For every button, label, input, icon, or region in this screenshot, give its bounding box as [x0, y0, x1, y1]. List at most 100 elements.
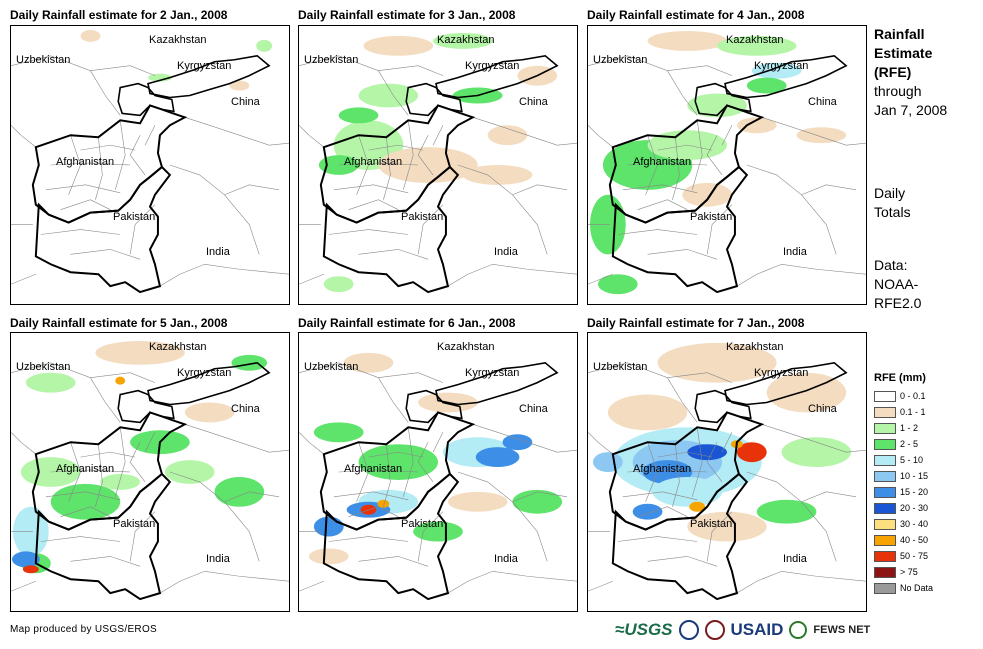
legend-swatch — [874, 486, 896, 498]
map-panel-1: Kazakhstan Uzbekistan Kyrgyzstan China Afgha… — [10, 25, 290, 305]
admin-boundary — [11, 273, 36, 285]
rainfall-area — [689, 501, 706, 512]
map-label-kyrgyzstan: Kyrgyzstan — [754, 367, 809, 379]
panel-title-2: Daily Rainfall estimate for 3 Jan., 2008 — [298, 8, 516, 22]
country-border — [694, 389, 752, 424]
map-label-india: India — [206, 246, 230, 258]
legend-label: 2 - 5 — [900, 439, 919, 449]
rainfall-area — [687, 444, 727, 461]
admin-boundary — [645, 135, 658, 195]
admin-boundary — [647, 556, 718, 567]
rainfall-area — [313, 516, 344, 537]
admin-boundary — [457, 471, 548, 562]
map-label-uzbekistan: Uzbekistan — [304, 54, 359, 66]
rainfall-area — [746, 77, 787, 94]
map-label-kyrgyzstan: Kyrgyzstan — [177, 367, 232, 379]
admin-boundary — [472, 424, 577, 453]
rainfall-area — [796, 127, 847, 144]
legend-label: 10 - 15 — [900, 471, 929, 481]
legend-title: RFE (mm) — [874, 372, 926, 384]
admin-boundary — [45, 184, 121, 194]
admin-boundary — [447, 263, 577, 287]
admin-boundary — [378, 377, 409, 423]
admin-boundary — [417, 135, 434, 176]
rainfall-area — [313, 422, 364, 443]
rainfall-area — [682, 182, 732, 207]
admin-boundary — [588, 580, 613, 592]
legend-item: 1 - 2 — [874, 421, 918, 435]
panel-title-3: Daily Rainfall estimate for 4 Jan., 2008 — [587, 8, 805, 22]
map-panel-4: Kazakhstan Uzbekistan Kyrgyzstan China Afgha… — [10, 332, 290, 612]
admin-boundary — [637, 506, 688, 517]
panel-title-6: Daily Rainfall estimate for 7 Jan., 2008 — [587, 316, 805, 330]
agency-logos: ≈USGS USAID FEWS NET — [615, 617, 870, 643]
admin-boundary — [328, 229, 409, 235]
legend-label: No Data — [900, 583, 934, 593]
admin-boundary — [40, 536, 121, 542]
admin-boundary — [80, 144, 136, 151]
rainfall-area — [378, 147, 478, 183]
legend-swatch — [874, 534, 896, 546]
admin-boundary — [299, 55, 444, 76]
country-border — [724, 361, 848, 406]
rainfall-area — [25, 372, 76, 393]
admin-boundary — [68, 442, 81, 502]
admin-boundary — [801, 491, 857, 503]
country-border — [117, 82, 175, 117]
legend-label: > 75 — [900, 567, 918, 577]
map-label-pakistan: Pakistan — [690, 518, 733, 530]
panel-title-5: Daily Rainfall estimate for 6 Jan., 2008 — [298, 316, 516, 330]
admin-boundary — [348, 506, 399, 517]
panel-title-1: Daily Rainfall estimate for 2 Jan., 2008 — [10, 8, 228, 22]
rainfall-area — [100, 473, 141, 490]
rainfall-area — [231, 354, 268, 371]
admin-boundary — [144, 125, 156, 146]
legend-label: 40 - 50 — [900, 535, 929, 545]
country-border — [611, 472, 749, 601]
admin-boundary — [746, 164, 837, 255]
country-border — [117, 389, 175, 424]
legend-item: 20 - 30 — [874, 501, 928, 515]
legend-item: 10 - 15 — [874, 469, 928, 483]
rainfall-area — [413, 521, 463, 542]
country-border — [322, 165, 460, 294]
admin-boundary — [588, 125, 614, 148]
admin-boundary — [70, 556, 141, 567]
admin-boundary — [169, 164, 260, 255]
admin-boundary — [50, 469, 131, 473]
country-border — [34, 165, 172, 294]
legend-swatch — [874, 406, 896, 418]
map-label-uzbekistan: Uzbekistan — [16, 54, 71, 66]
admin-boundary — [691, 427, 703, 497]
legend-item: 0.1 - 1 — [874, 405, 926, 419]
admin-boundary — [417, 442, 434, 483]
rainfall-area — [363, 35, 434, 56]
rainfall-area — [647, 30, 727, 51]
admin-boundary — [378, 70, 409, 116]
noaa-seal-icon — [678, 620, 699, 640]
admin-boundary — [761, 424, 866, 453]
map-label-kyrgyzstan: Kyrgyzstan — [177, 60, 232, 72]
admin-boundary — [402, 120, 414, 190]
map-credit: Map produced by USGS/EROS — [10, 624, 158, 635]
admin-boundary — [299, 362, 444, 383]
rainfall-area — [781, 437, 852, 468]
country-border — [405, 82, 463, 117]
map-panel-5: Kazakhstan Uzbekistan Kyrgyzstan China Afgha… — [298, 332, 578, 612]
side-totals: Daily Totals — [874, 185, 911, 220]
legend-swatch — [874, 566, 896, 578]
rainfall-area — [164, 460, 215, 484]
admin-boundary — [512, 491, 568, 503]
admin-boundary — [761, 117, 866, 146]
legend-swatch — [874, 454, 896, 466]
rainfall-area — [652, 476, 723, 507]
rainfall-area — [358, 83, 419, 108]
admin-boundary — [333, 184, 409, 194]
admin-boundary — [358, 556, 429, 567]
admin-boundary — [159, 263, 289, 287]
admin-boundary — [68, 135, 81, 195]
map-label-india: India — [494, 553, 518, 565]
admin-boundary — [721, 432, 733, 453]
admin-boundary — [328, 536, 409, 542]
rainfall-area — [433, 32, 493, 49]
